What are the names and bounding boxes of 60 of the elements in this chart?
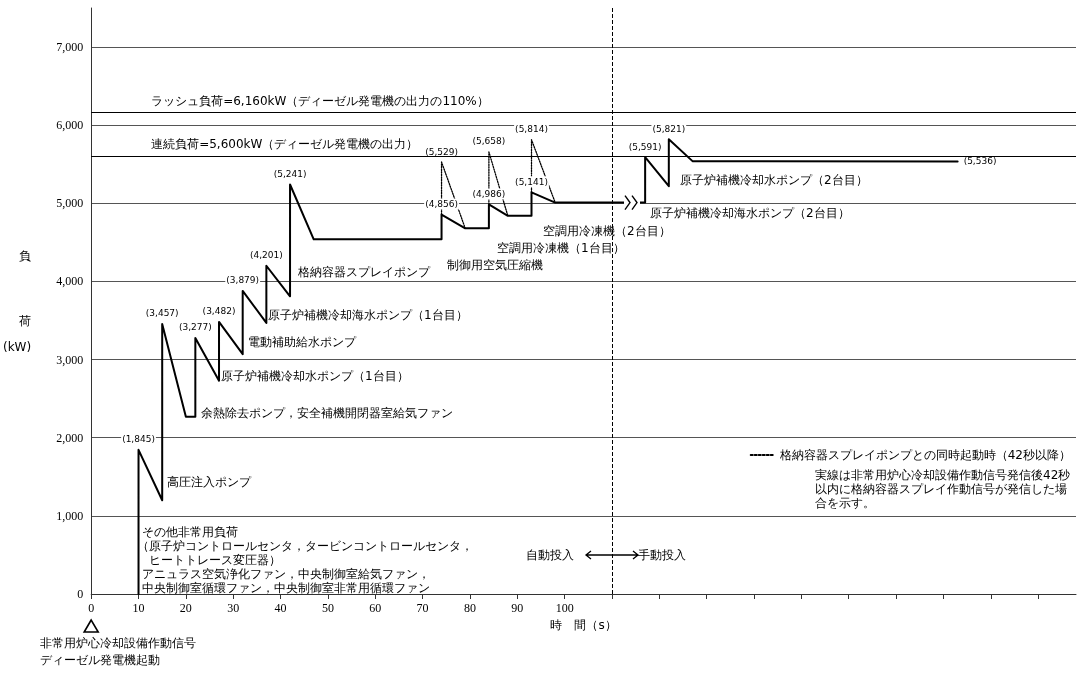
y-tick-label: 2,000 xyxy=(56,430,84,445)
data-label: (5,814) xyxy=(515,124,548,135)
y-tick-label: 1,000 xyxy=(56,508,84,523)
data-label: (3,277) xyxy=(178,322,212,333)
annotation: 格納容器スプレイポンプ xyxy=(297,265,431,279)
data-label: (5,536) xyxy=(963,156,997,167)
data-label: (5,658) xyxy=(472,136,506,147)
data-label: (5,241) xyxy=(273,169,307,179)
x-tick-label: 20 xyxy=(179,601,192,615)
x-tick-label: 40 xyxy=(274,601,287,615)
y-tick-label: 6,000 xyxy=(56,118,84,133)
annotation: 余熱除去ポンプ，安全補機開閉器室給気ファン xyxy=(201,406,453,420)
x-tick-label: 90 xyxy=(511,601,524,615)
y-tick-label: 7,000 xyxy=(56,40,84,55)
y-tick-label: 0 xyxy=(77,587,84,601)
annotation: （原子炉コントロールセンタ，タービンコントロールセンタ， xyxy=(137,539,473,553)
x-tick-label: 0 xyxy=(88,601,95,615)
x-tick-label: 70 xyxy=(416,601,429,615)
annotation: 原子炉補機冷却海水ポンプ（2台目） xyxy=(650,206,850,220)
annotation: 原子炉補機冷却水ポンプ（1台目） xyxy=(221,369,409,383)
ref-line-label: ラッシュ負荷=6,160kW（ディーゼル発電機の出力の110%） xyxy=(151,93,489,108)
text: ディーゼル発電機起動 xyxy=(40,653,160,667)
data-label: (5,141) xyxy=(515,176,548,187)
y-tick-label: 4,000 xyxy=(56,274,84,289)
annotation: 電動補助給水ポンプ xyxy=(248,335,357,349)
data-label: (4,856) xyxy=(425,199,458,210)
x-tick-label: 50 xyxy=(321,601,334,615)
annotation: 実線は非常用炉心冷却設備作動信号発信後42秒以内に格納容器スプレイ作動信号が発信した場合を示す。 xyxy=(815,468,1071,510)
data-label: (3,457) xyxy=(145,308,179,319)
annotation: 空調用冷凍機（1台目） xyxy=(497,241,625,255)
annotation: 制御用空気圧縮機 xyxy=(447,258,543,272)
x-axis-title: 時 間（s） xyxy=(550,617,617,632)
data-label: (5,591) xyxy=(628,141,662,152)
legend-label: 格納容器スプレイポンプとの同時起動時（42秒以降） xyxy=(778,448,1072,462)
annotation: 原子炉補機冷却水ポンプ（2台目） xyxy=(680,173,868,187)
x-tick-label: 60 xyxy=(369,601,382,615)
data-label: (3,482) xyxy=(202,306,236,317)
annotation: 手動投入 xyxy=(638,548,686,562)
data-label: (5,821) xyxy=(652,123,686,134)
annotation: ヒートトレース変圧器） xyxy=(137,553,281,567)
data-label: (4,201) xyxy=(249,250,283,261)
y-tick-label: 3,000 xyxy=(56,352,84,367)
data-label: (3,879) xyxy=(226,275,260,286)
x-tick-label: 80 xyxy=(463,601,476,615)
x-tick-label: 30 xyxy=(227,601,240,615)
ref-line-label: 連続負荷=5,600kW（ディーゼル発電機の出力） xyxy=(151,137,419,152)
data-label: (4,986) xyxy=(472,188,506,199)
x-tick-label: 100 xyxy=(555,601,574,615)
annotation: 自動投入 xyxy=(526,548,574,562)
data-label: (1,845) xyxy=(122,434,155,445)
annotation: その他非常用負荷 xyxy=(142,525,238,539)
annotation: 原子炉補機冷却海水ポンプ（1台目） xyxy=(268,308,468,322)
x-tick-label: 10 xyxy=(132,601,145,615)
annotation: アニュラス空気浄化ファン，中央制御室給気ファン， xyxy=(142,567,430,581)
data-label: (5,529) xyxy=(425,146,458,157)
annotation: 高圧注入ポンプ xyxy=(167,475,252,489)
annotation: 中央制御室循環ファン，中央制御室非常用循環ファン xyxy=(142,581,430,595)
text: 負荷(kW) xyxy=(2,248,32,354)
y-tick-label: 5,000 xyxy=(56,196,84,211)
text: 非常用炉心冷却設備作動信号 xyxy=(40,636,196,650)
